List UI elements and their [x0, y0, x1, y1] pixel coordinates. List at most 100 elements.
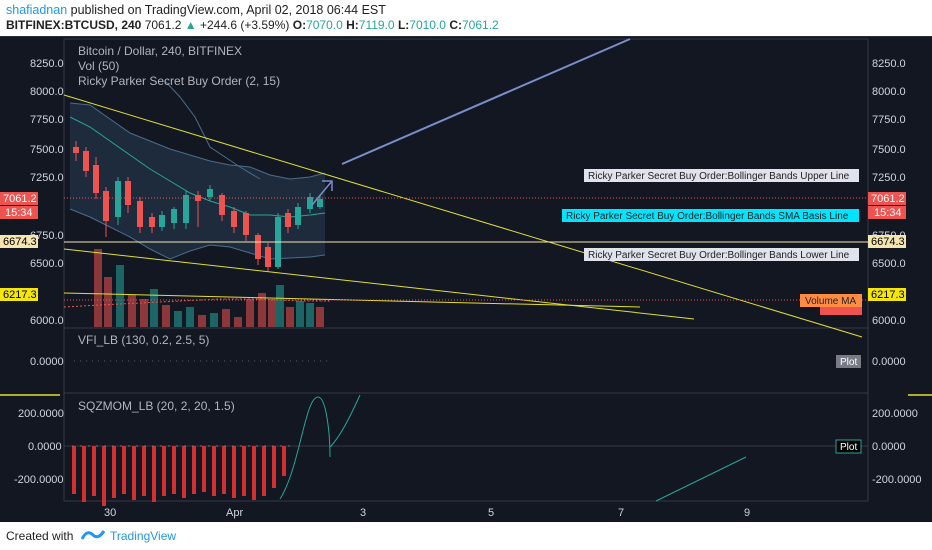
tradingview-brand-link[interactable]: TradingView — [110, 529, 177, 543]
right-price-axis: 8250.0 8000.0 7750.0 7500.0 7250.0 6750.… — [872, 58, 906, 327]
sqz-pane-title: SQZMOM_LB (20, 2, 20, 1.5) — [78, 399, 235, 413]
vfi-plot-tag-text: Plot — [840, 357, 857, 368]
volume-tag-left-text: 6217.3 — [3, 289, 37, 301]
close-value: 7061.2 — [462, 18, 499, 32]
volume-ma-tag-text: Volume MA — [805, 296, 856, 307]
sqz-right-tick-neg200: -200.0000 — [872, 474, 922, 486]
vfi-right-tick: 0.0000 — [872, 356, 906, 368]
main-pane-title: Bitcoin / Dollar, 240, BITFINEX — [78, 44, 242, 58]
svg-text:7250.0: 7250.0 — [30, 172, 64, 184]
plot-frame — [63, 38, 869, 502]
projection-arrow[interactable] — [311, 180, 333, 206]
vfi-pane-title: VFI_LB (130, 0.2, 2.5, 5) — [78, 333, 209, 347]
svg-text:6500.0: 6500.0 — [872, 258, 906, 270]
ohlc-line: BITFINEX:BTCUSD, 240 7061.2 ▲ +244.6 (+3… — [6, 18, 499, 32]
svg-text:8000.0: 8000.0 — [872, 86, 906, 98]
svg-text:6000.0: 6000.0 — [872, 315, 906, 327]
time-tag-left — [0, 206, 38, 219]
bollinger-upper-peak — [164, 80, 261, 180]
left-price-axis: 8250.0 8000.0 7750.0 7500.0 7250.0 6750.… — [30, 58, 64, 327]
published-text: published on TradingView.com, April 02, … — [67, 3, 386, 17]
svg-text:9: 9 — [744, 507, 750, 519]
chart-header: shafiadnan published on TradingView.com,… — [0, 0, 932, 34]
svg-text:3: 3 — [360, 507, 366, 519]
close-label: C: — [449, 18, 462, 32]
open-label: O: — [292, 18, 307, 32]
last-price-tag-right-text: 7061.2 — [871, 193, 905, 205]
bb-basis-label-tag — [562, 209, 859, 222]
svg-text:7250.0: 7250.0 — [872, 172, 906, 184]
bb-upper-label-text: Ricky Parker Secret Buy Order:Bollinger … — [588, 171, 850, 182]
bollinger-indicator-title: Ricky Parker Secret Buy Order (2, 15) — [78, 74, 280, 88]
upper-trendline[interactable] — [63, 94, 863, 338]
sqz-plot-tag-text: Plot — [840, 442, 857, 453]
arrow-head-icon — [322, 180, 333, 191]
last-price-tag-left — [0, 192, 38, 205]
level-tag-right-text: 6674.3 — [871, 236, 905, 248]
volume-tag-right — [868, 288, 906, 301]
sqz-tick-200: 200.0000 — [18, 408, 64, 420]
sqz-tick-0: 0.0000 — [28, 441, 62, 453]
svg-text:6000.0: 6000.0 — [30, 315, 64, 327]
volume-tag-right-text: 6217.3 — [871, 289, 905, 301]
projection-line[interactable] — [341, 38, 631, 165]
bb-lower-label-tag — [584, 248, 859, 261]
lower-trendline[interactable] — [63, 248, 695, 320]
time-axis: 30 Apr 3 5 7 9 — [104, 507, 750, 519]
open-value: 7070.0 — [306, 18, 343, 32]
svg-text:7500.0: 7500.0 — [872, 144, 906, 156]
low-label: L: — [397, 18, 410, 32]
symbol-label: BITFINEX:BTCUSD, 240 — [6, 18, 142, 32]
svg-text:7500.0: 7500.0 — [30, 144, 64, 156]
author-link[interactable]: shafiadnan — [6, 3, 68, 17]
svg-text:Apr: Apr — [226, 507, 243, 519]
volume-bars — [94, 249, 324, 327]
change-value: +244.6 (+3.59%) — [199, 18, 290, 32]
svg-text:8250.0: 8250.0 — [872, 58, 906, 70]
level-tag-left — [0, 235, 38, 248]
level-tag-left-text: 6674.3 — [3, 236, 37, 248]
volume-indicator-title: Vol (50) — [78, 59, 119, 73]
created-with-label: Created with — [6, 529, 74, 543]
sqz-tick-neg200: -200.0000 — [14, 474, 64, 486]
chart-area[interactable]: Bitcoin / Dollar, 240, BITFINEX Vol (50)… — [0, 36, 932, 522]
svg-text:7: 7 — [618, 507, 624, 519]
publish-info: shafiadnan published on TradingView.com,… — [6, 3, 386, 17]
vfi-plot-tag — [836, 355, 861, 368]
bollinger-band-fill — [70, 103, 325, 259]
sqz-momentum-bars — [72, 446, 286, 506]
svg-text:7750.0: 7750.0 — [30, 114, 64, 126]
time-tag-right-text: 15:34 — [874, 207, 902, 219]
sqz-right-tick-200: 200.0000 — [872, 408, 918, 420]
bb-lower-label-text: Ricky Parker Secret Buy Order:Bollinger … — [588, 250, 850, 261]
up-arrow-icon: ▲ — [184, 18, 197, 32]
chart-svg[interactable]: Bitcoin / Dollar, 240, BITFINEX Vol (50)… — [0, 37, 932, 523]
volume-mini-tag — [820, 307, 862, 315]
last-price: 7061.2 — [144, 18, 182, 32]
svg-text:8250.0: 8250.0 — [30, 58, 64, 70]
svg-text:8000.0: 8000.0 — [30, 86, 64, 98]
sqz-plot-tag — [835, 439, 862, 454]
bb-basis-label-text: Ricky Parker Secret Buy Order:Bollinger … — [566, 211, 849, 222]
volume-ma-tag — [800, 294, 862, 307]
sqz-curve-2 — [329, 394, 361, 448]
vfi-left-tick: 0.0000 — [30, 356, 64, 368]
candlesticks — [73, 141, 323, 271]
svg-text:5: 5 — [488, 507, 494, 519]
low-value: 7010.0 — [409, 18, 446, 32]
chart-footer: Created with TradingView — [0, 522, 932, 550]
tradingview-logo-icon — [81, 530, 105, 540]
level-tag-right — [868, 235, 906, 248]
bollinger-lower-line — [69, 208, 326, 260]
svg-text:7750.0: 7750.0 — [872, 114, 906, 126]
svg-text:30: 30 — [104, 507, 116, 519]
volume-tag-left — [0, 288, 38, 301]
bollinger-upper-line — [69, 102, 326, 180]
last-price-tag-right — [868, 192, 906, 205]
bb-upper-label-tag — [584, 169, 859, 182]
svg-text:6500.0: 6500.0 — [30, 258, 64, 270]
time-tag-left-text: 15:34 — [5, 207, 33, 219]
sqz-curve-1 — [279, 396, 331, 500]
high-value: 7119.0 — [358, 18, 395, 32]
last-price-tag-left-text: 7061.2 — [3, 193, 37, 205]
